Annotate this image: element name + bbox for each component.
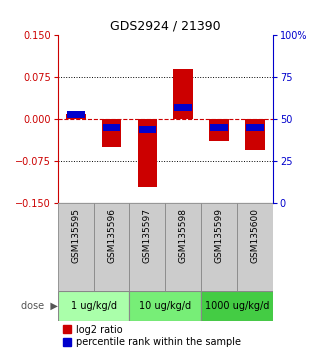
Text: 10 ug/kg/d: 10 ug/kg/d xyxy=(139,301,191,311)
Bar xyxy=(58,203,94,291)
Text: GSM135595: GSM135595 xyxy=(71,207,80,263)
Bar xyxy=(66,114,86,119)
Bar xyxy=(165,203,201,291)
Bar xyxy=(102,119,121,147)
Bar xyxy=(94,203,129,291)
Bar xyxy=(173,69,193,119)
Bar xyxy=(201,203,237,291)
Bar xyxy=(139,126,156,133)
Bar xyxy=(58,291,129,321)
Bar xyxy=(103,124,120,131)
Bar xyxy=(129,203,165,291)
Bar xyxy=(237,203,273,291)
Text: GSM135597: GSM135597 xyxy=(143,207,152,263)
Bar xyxy=(245,119,265,150)
Bar xyxy=(246,124,264,131)
Text: GSM135600: GSM135600 xyxy=(250,207,259,263)
Text: 1 ug/kg/d: 1 ug/kg/d xyxy=(71,301,117,311)
Bar xyxy=(137,119,157,188)
Legend: log2 ratio, percentile rank within the sample: log2 ratio, percentile rank within the s… xyxy=(63,325,241,347)
Bar xyxy=(174,104,192,111)
Bar xyxy=(67,110,84,118)
Title: GDS2924 / 21390: GDS2924 / 21390 xyxy=(110,20,221,33)
Text: GSM135596: GSM135596 xyxy=(107,207,116,263)
Text: dose  ▶: dose ▶ xyxy=(21,301,58,311)
Text: GSM135599: GSM135599 xyxy=(214,207,224,263)
Text: 1000 ug/kg/d: 1000 ug/kg/d xyxy=(205,301,269,311)
Bar xyxy=(209,119,229,141)
Bar xyxy=(201,291,273,321)
Text: GSM135598: GSM135598 xyxy=(179,207,188,263)
Bar xyxy=(210,124,228,131)
Bar xyxy=(129,291,201,321)
